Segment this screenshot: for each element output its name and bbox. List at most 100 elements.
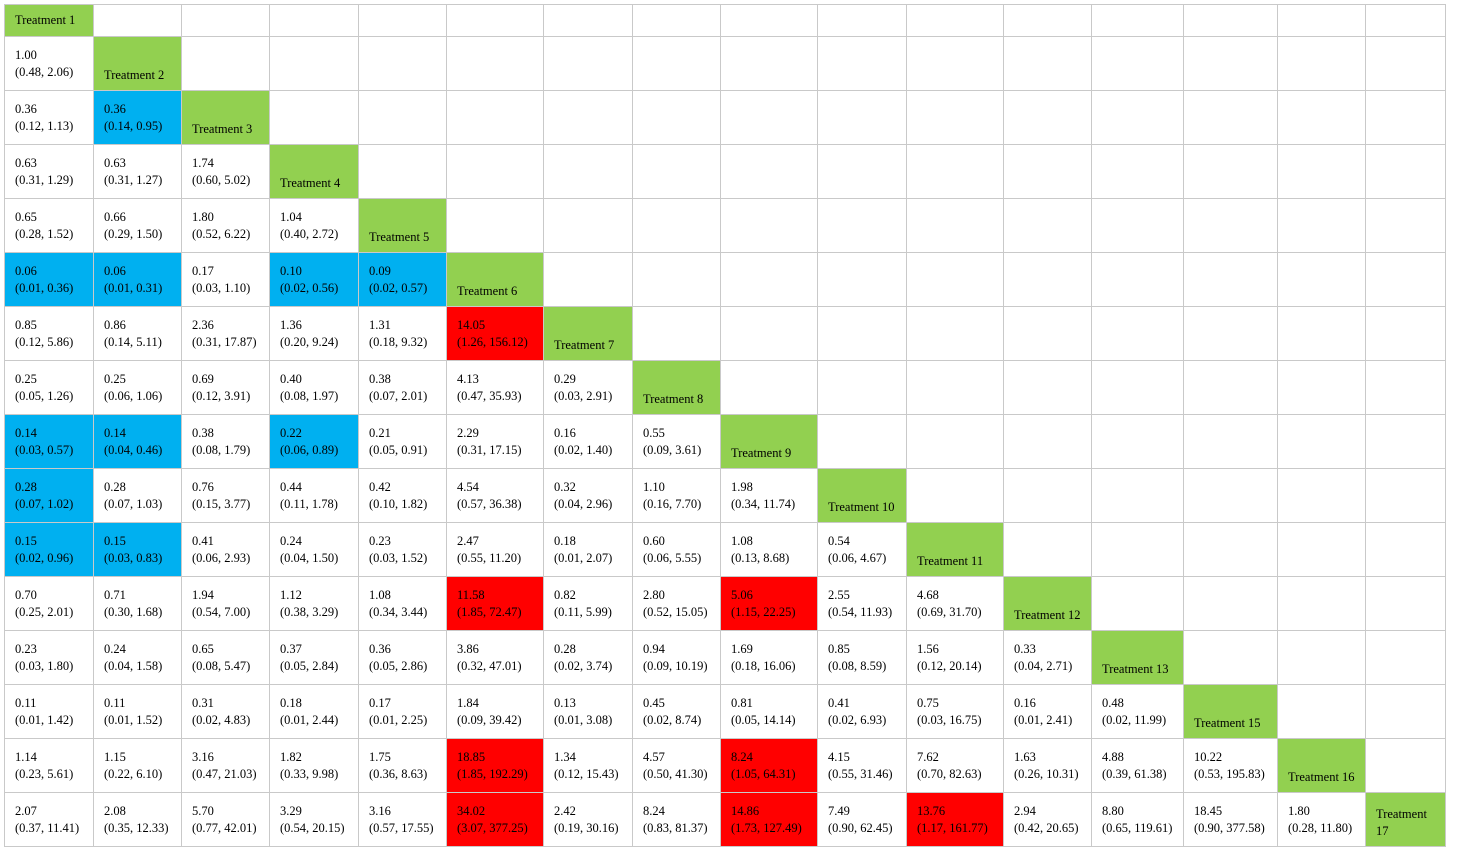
confidence-interval: (0.12, 1.13) bbox=[15, 118, 74, 133]
empty-cell bbox=[632, 36, 721, 91]
comparison-cell: 2.55 (0.54, 11.93) bbox=[817, 576, 907, 631]
confidence-interval: (0.01, 3.08) bbox=[554, 712, 613, 727]
comparison-cell: 5.70 (0.77, 42.01) bbox=[181, 792, 270, 847]
empty-cell bbox=[1365, 198, 1446, 253]
effect-estimate: 0.55 bbox=[643, 425, 665, 440]
effect-estimate: 34.02 bbox=[457, 803, 486, 818]
empty-cell bbox=[817, 252, 907, 307]
comparison-cell: 1.80 (0.28, 11.80) bbox=[1277, 792, 1366, 847]
empty-cell bbox=[906, 198, 1004, 253]
empty-cell bbox=[720, 4, 818, 37]
table-row: 0.06 (0.01, 0.36) 0.06 (0.01, 0.31) 0.17 (0.0… bbox=[4, 252, 1446, 307]
empty-cell bbox=[358, 90, 447, 145]
empty-cell bbox=[1183, 90, 1278, 145]
effect-estimate: 4.13 bbox=[457, 371, 479, 386]
comparison-cell: 1.75 (0.36, 8.63) bbox=[358, 738, 447, 793]
confidence-interval: (0.08, 1.79) bbox=[192, 442, 251, 457]
effect-estimate: 0.28 bbox=[104, 479, 126, 494]
empty-cell bbox=[543, 36, 633, 91]
confidence-interval: (0.02, 0.57) bbox=[369, 280, 428, 295]
comparison-cell: 0.63 (0.31, 1.27) bbox=[93, 144, 182, 199]
effect-estimate: 0.48 bbox=[1102, 695, 1124, 710]
effect-estimate: 0.23 bbox=[369, 533, 391, 548]
comparison-cell: 0.13 (0.01, 3.08) bbox=[543, 684, 633, 739]
comparison-cell: 0.63 (0.31, 1.29) bbox=[4, 144, 94, 199]
effect-estimate: 1.56 bbox=[917, 641, 939, 656]
confidence-interval: (0.04, 1.50) bbox=[280, 550, 339, 565]
confidence-interval: (0.38, 3.29) bbox=[280, 604, 339, 619]
confidence-interval: (0.42, 20.65) bbox=[1014, 820, 1079, 835]
comparison-cell: 34.02 (3.07, 377.25) bbox=[446, 792, 544, 847]
confidence-interval: (0.12, 15.43) bbox=[554, 766, 619, 781]
confidence-interval: (0.34, 3.44) bbox=[369, 604, 428, 619]
empty-cell bbox=[543, 90, 633, 145]
effect-estimate: 0.38 bbox=[192, 425, 214, 440]
empty-cell bbox=[543, 198, 633, 253]
treatment-label: Treatment 8 bbox=[632, 360, 721, 415]
effect-estimate: 14.86 bbox=[731, 803, 760, 818]
comparison-cell: 3.29 (0.54, 20.15) bbox=[269, 792, 359, 847]
effect-estimate: 0.63 bbox=[15, 155, 37, 170]
comparison-cell: 0.33 (0.04, 2.71) bbox=[1003, 630, 1092, 685]
effect-estimate: 1.69 bbox=[731, 641, 753, 656]
effect-estimate: 1.75 bbox=[369, 749, 391, 764]
effect-estimate: 5.70 bbox=[192, 803, 214, 818]
table-row: 0.63 (0.31, 1.29) 0.63 (0.31, 1.27) 1.74 (0.6… bbox=[4, 144, 1446, 199]
confidence-interval: (0.11, 1.78) bbox=[280, 496, 338, 511]
confidence-interval: (0.33, 9.98) bbox=[280, 766, 339, 781]
comparison-cell: 0.32 (0.04, 2.96) bbox=[543, 468, 633, 523]
confidence-interval: (0.06, 1.06) bbox=[104, 388, 163, 403]
empty-cell bbox=[1183, 144, 1278, 199]
confidence-interval: (0.09, 10.19) bbox=[643, 658, 708, 673]
comparison-cell: 0.17 (0.01, 2.25) bbox=[358, 684, 447, 739]
confidence-interval: (1.05, 64.31) bbox=[731, 766, 796, 781]
confidence-interval: (0.19, 30.16) bbox=[554, 820, 619, 835]
empty-cell bbox=[269, 4, 359, 37]
confidence-interval: (0.39, 61.38) bbox=[1102, 766, 1167, 781]
table-row: 0.36 (0.12, 1.13) 0.36 (0.14, 0.95) Treatmen… bbox=[4, 90, 1446, 145]
confidence-interval: (0.01, 1.42) bbox=[15, 712, 74, 727]
comparison-cell: 2.80 (0.52, 15.05) bbox=[632, 576, 721, 631]
confidence-interval: (0.01, 2.25) bbox=[369, 712, 428, 727]
confidence-interval: (0.31, 1.29) bbox=[15, 172, 74, 187]
treatment-label: Treatment 15 bbox=[1183, 684, 1278, 739]
comparison-cell: 4.54 (0.57, 36.38) bbox=[446, 468, 544, 523]
confidence-interval: (0.20, 9.24) bbox=[280, 334, 339, 349]
comparison-cell: 0.38 (0.07, 2.01) bbox=[358, 360, 447, 415]
comparison-cell: 0.42 (0.10, 1.82) bbox=[358, 468, 447, 523]
effect-estimate: 2.36 bbox=[192, 317, 214, 332]
confidence-interval: (0.02, 0.96) bbox=[15, 550, 74, 565]
empty-cell bbox=[632, 306, 721, 361]
confidence-interval: (0.05, 14.14) bbox=[731, 712, 796, 727]
empty-cell bbox=[817, 414, 907, 469]
effect-estimate: 1.14 bbox=[15, 749, 37, 764]
effect-estimate: 4.88 bbox=[1102, 749, 1124, 764]
empty-cell bbox=[1365, 630, 1446, 685]
effect-estimate: 0.28 bbox=[15, 479, 37, 494]
confidence-interval: (0.13, 8.68) bbox=[731, 550, 790, 565]
empty-cell bbox=[1091, 144, 1184, 199]
confidence-interval: (0.14, 0.95) bbox=[104, 118, 163, 133]
confidence-interval: (1.15, 22.25) bbox=[731, 604, 796, 619]
comparison-cell: 0.24 (0.04, 1.50) bbox=[269, 522, 359, 577]
empty-cell bbox=[817, 36, 907, 91]
empty-cell bbox=[1091, 468, 1184, 523]
effect-estimate: 0.09 bbox=[369, 263, 391, 278]
effect-estimate: 0.37 bbox=[280, 641, 302, 656]
empty-cell bbox=[1277, 630, 1366, 685]
comparison-cell: 4.13 (0.47, 35.93) bbox=[446, 360, 544, 415]
comparison-cell: 0.36 (0.12, 1.13) bbox=[4, 90, 94, 145]
empty-cell bbox=[1003, 4, 1092, 37]
empty-cell bbox=[906, 252, 1004, 307]
empty-cell bbox=[446, 4, 544, 37]
confidence-interval: (0.06, 0.89) bbox=[280, 442, 339, 457]
empty-cell bbox=[1183, 630, 1278, 685]
comparison-cell: 0.76 (0.15, 3.77) bbox=[181, 468, 270, 523]
comparison-cell: 5.06 (1.15, 22.25) bbox=[720, 576, 818, 631]
comparison-cell: 0.25 (0.06, 1.06) bbox=[93, 360, 182, 415]
comparison-cell: 3.16 (0.57, 17.55) bbox=[358, 792, 447, 847]
confidence-interval: (0.31, 1.27) bbox=[104, 172, 163, 187]
table-row: 2.07 (0.37, 11.41) 2.08 (0.35, 12.33) 5.70 (0… bbox=[4, 792, 1446, 847]
confidence-interval: (0.02, 11.99) bbox=[1102, 712, 1167, 727]
effect-estimate: 1.82 bbox=[280, 749, 302, 764]
